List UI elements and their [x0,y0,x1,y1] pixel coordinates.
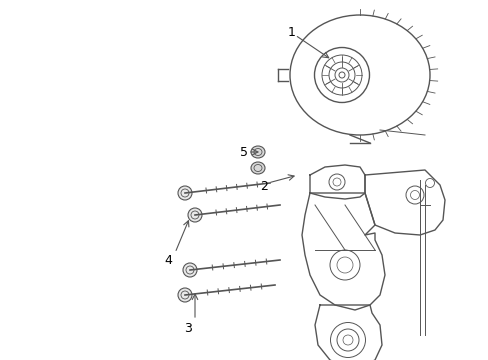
Ellipse shape [250,146,264,158]
Ellipse shape [178,186,192,200]
Ellipse shape [178,288,192,302]
Text: 5: 5 [240,145,247,158]
Ellipse shape [250,162,264,174]
Text: 2: 2 [260,180,267,193]
Ellipse shape [187,208,202,222]
Ellipse shape [183,263,197,277]
Text: 1: 1 [287,26,295,39]
Text: 4: 4 [164,253,172,266]
Text: 3: 3 [183,321,192,334]
